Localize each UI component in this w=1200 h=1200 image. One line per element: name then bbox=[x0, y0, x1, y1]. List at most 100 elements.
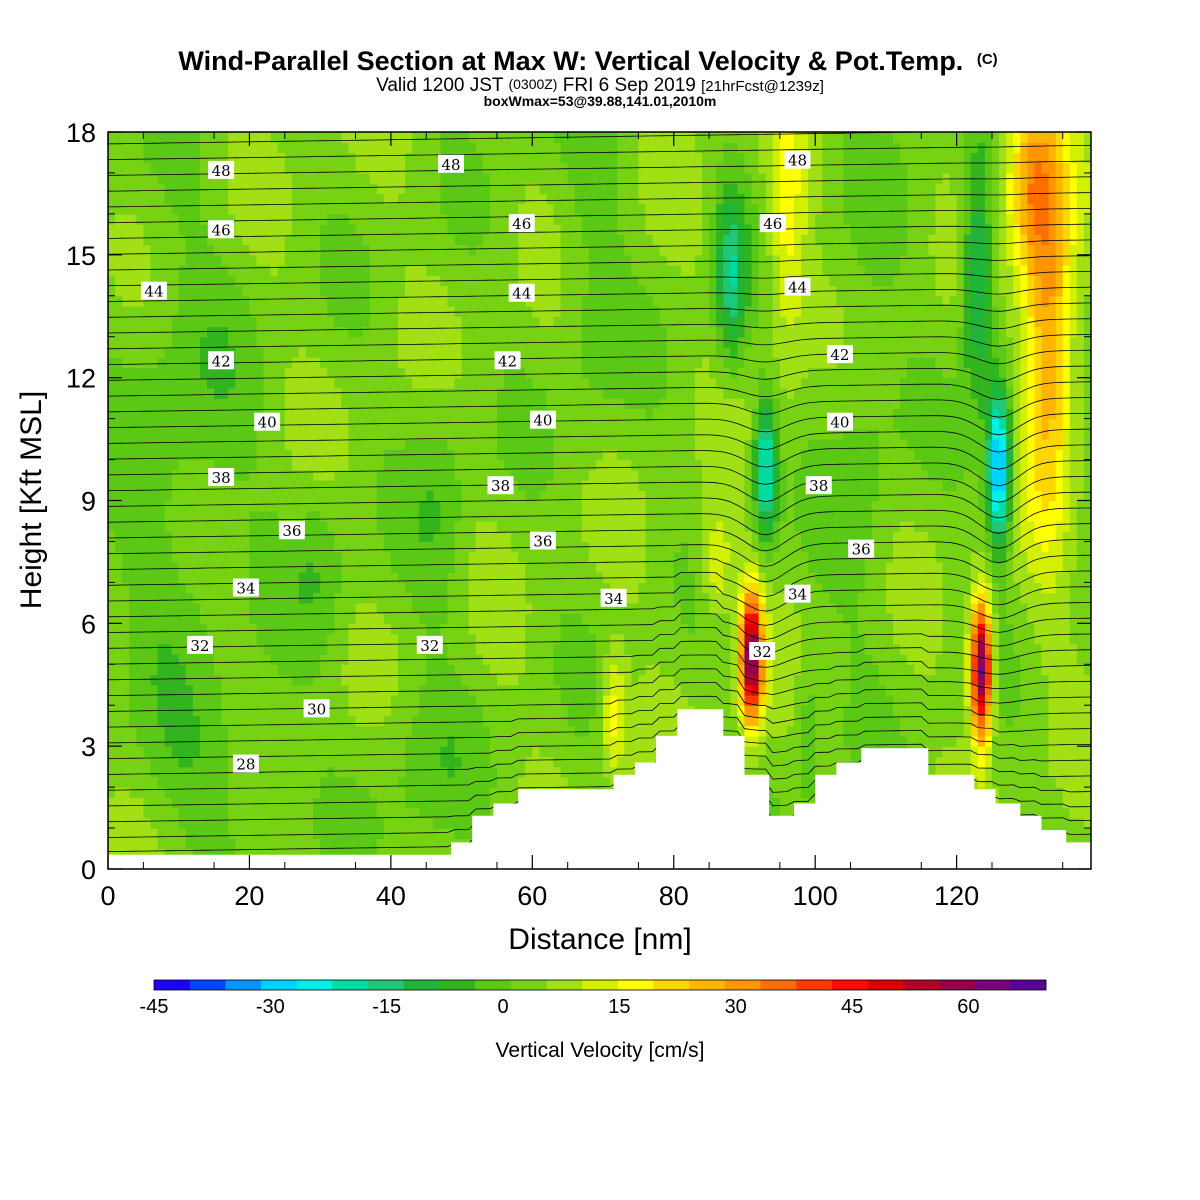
w-cell bbox=[921, 541, 929, 553]
w-cell bbox=[369, 735, 378, 747]
w-cell bbox=[857, 602, 866, 614]
w-cell bbox=[412, 756, 420, 768]
w-cell bbox=[680, 684, 689, 696]
w-cell bbox=[228, 582, 236, 594]
w-cell bbox=[129, 510, 137, 522]
w-cell bbox=[348, 766, 357, 778]
w-cell bbox=[461, 674, 470, 686]
w-cell bbox=[793, 735, 802, 747]
w-cell bbox=[850, 735, 859, 747]
w-cell bbox=[907, 592, 915, 604]
w-cell bbox=[702, 602, 710, 614]
w-cell bbox=[228, 592, 236, 604]
w-cell bbox=[744, 633, 753, 645]
w-cell bbox=[390, 746, 399, 758]
w-cell bbox=[999, 510, 1007, 522]
w-cell bbox=[518, 756, 526, 768]
w-cell bbox=[1048, 787, 1057, 798]
w-cell bbox=[1062, 582, 1071, 594]
w-cell bbox=[327, 510, 335, 522]
w-cell bbox=[136, 572, 144, 583]
w-cell bbox=[829, 643, 838, 655]
w-cell bbox=[157, 664, 166, 676]
w-cell bbox=[991, 766, 1000, 778]
w-cell bbox=[185, 500, 194, 512]
w-cell bbox=[277, 776, 286, 788]
w-cell bbox=[164, 572, 173, 583]
w-cell bbox=[659, 664, 668, 676]
w-cell bbox=[793, 756, 802, 768]
w-cell bbox=[242, 541, 251, 553]
w-cell bbox=[808, 787, 816, 798]
w-cell bbox=[504, 715, 512, 727]
w-cell bbox=[426, 684, 434, 696]
w-cell bbox=[298, 633, 307, 645]
w-cell bbox=[709, 654, 717, 665]
w-cell bbox=[327, 828, 335, 839]
w-cell bbox=[383, 715, 392, 727]
w-cell bbox=[341, 725, 350, 737]
w-cell bbox=[702, 684, 710, 696]
w-cell bbox=[518, 572, 526, 583]
w-cell bbox=[603, 694, 611, 706]
w-cell bbox=[447, 551, 456, 563]
w-cell bbox=[801, 510, 809, 522]
w-cell bbox=[440, 602, 449, 614]
w-cell bbox=[129, 623, 137, 635]
w-cell bbox=[638, 694, 647, 706]
w-cell bbox=[829, 674, 838, 686]
w-cell bbox=[1062, 633, 1071, 645]
w-cell bbox=[1069, 725, 1078, 737]
w-cell bbox=[214, 654, 222, 665]
w-cell bbox=[694, 602, 703, 614]
w-cell bbox=[178, 807, 187, 819]
w-cell bbox=[482, 510, 491, 522]
w-cell bbox=[793, 787, 802, 798]
w-cell bbox=[977, 715, 986, 727]
w-cell bbox=[1062, 561, 1071, 573]
w-cell bbox=[270, 572, 279, 583]
w-cell bbox=[397, 531, 406, 543]
w-cell bbox=[1027, 797, 1036, 809]
w-cell bbox=[440, 531, 449, 543]
w-cell bbox=[1027, 561, 1036, 573]
w-cell bbox=[1034, 776, 1043, 788]
w-cell bbox=[829, 654, 838, 665]
w-cell bbox=[313, 623, 321, 635]
w-cell bbox=[942, 602, 951, 614]
w-cell bbox=[574, 561, 583, 573]
w-cell bbox=[298, 684, 307, 696]
w-cell bbox=[185, 613, 194, 624]
w-cell bbox=[221, 776, 229, 788]
w-cell bbox=[390, 541, 399, 553]
w-cell bbox=[1013, 520, 1021, 532]
w-cell bbox=[369, 592, 378, 604]
w-cell bbox=[164, 520, 173, 532]
w-cell bbox=[1062, 572, 1071, 583]
w-cell bbox=[1062, 735, 1071, 747]
w-cell bbox=[1034, 694, 1043, 706]
w-cell bbox=[362, 694, 371, 706]
w-cell bbox=[914, 582, 922, 594]
w-cell bbox=[921, 694, 929, 706]
w-cell bbox=[475, 541, 484, 553]
w-cell bbox=[928, 766, 937, 778]
w-cell bbox=[405, 797, 413, 809]
w-cell bbox=[412, 838, 420, 850]
w-cell bbox=[108, 582, 116, 594]
w-cell bbox=[454, 705, 463, 717]
w-cell bbox=[249, 694, 258, 706]
w-cell bbox=[1006, 654, 1014, 665]
w-cell bbox=[956, 756, 965, 768]
w-cell bbox=[1020, 654, 1028, 665]
w-cell bbox=[595, 694, 604, 706]
w-cell bbox=[808, 756, 816, 768]
w-cell bbox=[115, 633, 123, 645]
w-cell bbox=[631, 756, 639, 768]
w-cell bbox=[511, 674, 519, 686]
w-cell bbox=[249, 633, 258, 645]
w-cell bbox=[440, 838, 449, 850]
w-cell bbox=[758, 561, 767, 573]
w-cell bbox=[603, 613, 611, 624]
w-cell bbox=[447, 674, 456, 686]
